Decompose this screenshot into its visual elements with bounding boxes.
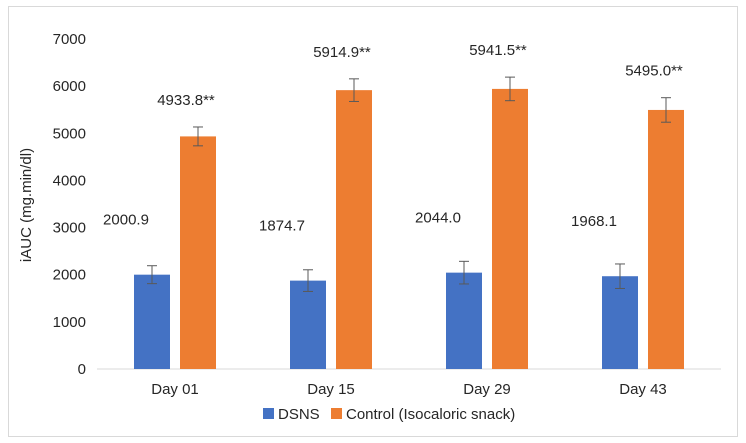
y-tick-label: 2000 [53,267,86,284]
x-tick-label: Day 43 [619,381,667,398]
legend: DSNS Control (Isocaloric snack) [263,406,515,423]
data-label: 1874.7 [259,218,305,235]
data-label: 2044.0 [415,210,461,227]
data-label: 4933.8** [157,92,215,109]
y-axis-ticks: 0 1000 2000 3000 4000 5000 6000 7000 [53,31,86,378]
y-tick-label: 0 [78,361,86,378]
bar-dsns [134,274,170,369]
data-label: 1968.1 [571,213,617,230]
bar-control [648,109,684,369]
bar-dsns [602,276,638,369]
y-tick-label: 3000 [53,220,86,237]
legend-label: Control (Isocaloric snack) [346,406,515,423]
bar-control [180,136,216,369]
legend-label: DSNS [278,406,320,423]
y-tick-label: 5000 [53,125,86,142]
bar-dsns [446,272,482,369]
bars [134,88,684,370]
data-label: 5941.5** [469,42,527,59]
data-label: 5495.0** [625,63,683,80]
error-bars [147,76,671,292]
bar-dsns [290,280,326,369]
x-axis: Day 01 Day 15 Day 29 Day 43 [97,368,721,398]
data-label: 2000.9 [103,212,149,229]
y-tick-label: 4000 [53,172,86,189]
data-label: 5914.9** [313,44,371,61]
legend-swatch [263,408,274,419]
y-tick-label: 7000 [53,31,86,48]
bar-control [336,90,372,369]
x-tick-label: Day 29 [463,381,511,398]
y-tick-label: 1000 [53,314,86,331]
chart-frame: 0 1000 2000 3000 4000 5000 6000 7000 Day 01 Day … [8,6,738,437]
legend-swatch [331,408,342,419]
bar-control [492,88,528,370]
y-tick-label: 6000 [53,78,86,95]
x-tick-label: Day 15 [307,381,355,398]
x-tick-label: Day 01 [151,381,199,398]
data-labels: 2000.9 1874.7 2044.0 1968.1 4933.8** 5914.9**… [103,42,683,235]
y-axis-title: iAUC (mg.min/dl) [18,148,35,262]
